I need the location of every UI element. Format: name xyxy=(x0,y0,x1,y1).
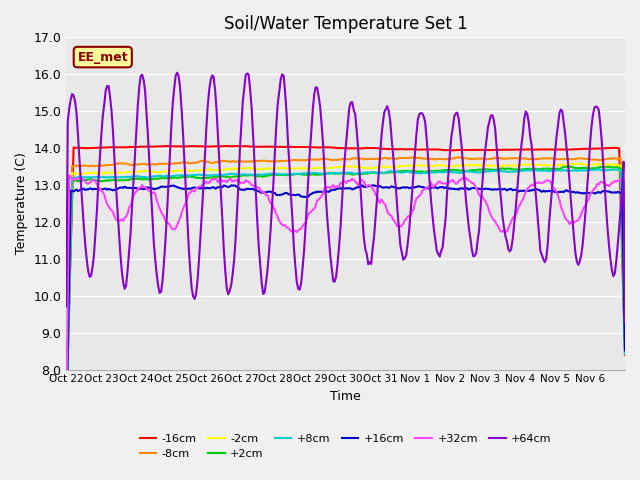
Line: +8cm: +8cm xyxy=(67,169,625,422)
-8cm xyxy=(350,156,358,161)
+8cm xyxy=(350,170,358,176)
+16cm xyxy=(462,185,470,191)
-8cm xyxy=(462,155,470,161)
-8cm xyxy=(99,163,107,168)
-16cm xyxy=(163,143,171,149)
-2cm xyxy=(350,164,358,169)
-8cm xyxy=(621,343,629,348)
-16cm xyxy=(545,146,553,152)
+8cm xyxy=(595,167,603,172)
+2cm xyxy=(461,168,468,174)
-16cm xyxy=(351,145,359,151)
Line: +64cm: +64cm xyxy=(67,72,625,322)
+32cm xyxy=(618,176,626,182)
+64cm xyxy=(351,111,359,117)
-16cm xyxy=(63,403,70,409)
+2cm xyxy=(350,172,358,178)
+2cm xyxy=(99,178,107,184)
-16cm xyxy=(618,249,626,254)
Line: +16cm: +16cm xyxy=(67,185,625,429)
-2cm xyxy=(63,416,70,422)
+32cm xyxy=(83,180,90,186)
Legend: -16cm, -8cm, -2cm, +2cm, +8cm, +16cm, +32cm, +64cm: -16cm, -8cm, -2cm, +2cm, +8cm, +16cm, +3… xyxy=(135,429,556,464)
+16cm xyxy=(369,182,376,188)
+32cm xyxy=(63,415,70,420)
+8cm xyxy=(81,174,89,180)
-8cm xyxy=(545,156,553,161)
-2cm xyxy=(99,170,107,176)
+8cm xyxy=(621,351,629,357)
+8cm xyxy=(461,169,468,175)
+64cm xyxy=(63,303,70,309)
Text: EE_met: EE_met xyxy=(77,50,128,63)
+8cm xyxy=(63,419,70,425)
Line: +2cm: +2cm xyxy=(67,167,625,423)
+64cm xyxy=(81,242,89,248)
-2cm xyxy=(81,170,89,176)
+2cm xyxy=(63,420,70,426)
-2cm xyxy=(621,348,629,353)
+32cm xyxy=(65,172,73,178)
+16cm xyxy=(350,186,358,192)
+16cm xyxy=(545,188,553,193)
-16cm xyxy=(81,145,89,151)
+8cm xyxy=(544,168,552,174)
+2cm xyxy=(618,226,626,232)
Line: -16cm: -16cm xyxy=(67,146,625,406)
+32cm xyxy=(351,178,359,184)
+2cm xyxy=(81,177,89,183)
X-axis label: Time: Time xyxy=(330,390,361,403)
Line: +32cm: +32cm xyxy=(67,175,625,418)
+64cm xyxy=(621,319,629,325)
+2cm xyxy=(544,166,552,171)
+16cm xyxy=(81,187,89,193)
+64cm xyxy=(462,197,470,203)
Line: -8cm: -8cm xyxy=(67,157,625,415)
+64cm xyxy=(99,113,107,119)
+16cm xyxy=(63,426,70,432)
-16cm xyxy=(462,147,470,153)
-16cm xyxy=(621,352,629,358)
+64cm xyxy=(618,185,626,191)
+64cm xyxy=(545,220,553,226)
+16cm xyxy=(99,186,107,192)
+32cm xyxy=(545,178,553,184)
+32cm xyxy=(462,175,470,180)
-8cm xyxy=(408,155,416,160)
Line: -2cm: -2cm xyxy=(67,164,625,419)
+16cm xyxy=(621,348,629,353)
-2cm xyxy=(544,163,552,168)
-2cm xyxy=(575,161,582,167)
+32cm xyxy=(621,300,629,306)
-8cm xyxy=(63,412,70,418)
+2cm xyxy=(563,164,570,169)
-8cm xyxy=(81,163,89,168)
+64cm xyxy=(173,70,181,75)
-2cm xyxy=(618,225,626,230)
+8cm xyxy=(99,174,107,180)
-16cm xyxy=(99,144,107,150)
+8cm xyxy=(618,229,626,235)
-8cm xyxy=(618,217,626,223)
+2cm xyxy=(621,348,629,353)
Title: Soil/Water Temperature Set 1: Soil/Water Temperature Set 1 xyxy=(224,15,468,33)
+16cm xyxy=(618,191,626,196)
-2cm xyxy=(461,163,468,168)
Y-axis label: Temperature (C): Temperature (C) xyxy=(15,153,28,254)
+32cm xyxy=(100,192,108,197)
